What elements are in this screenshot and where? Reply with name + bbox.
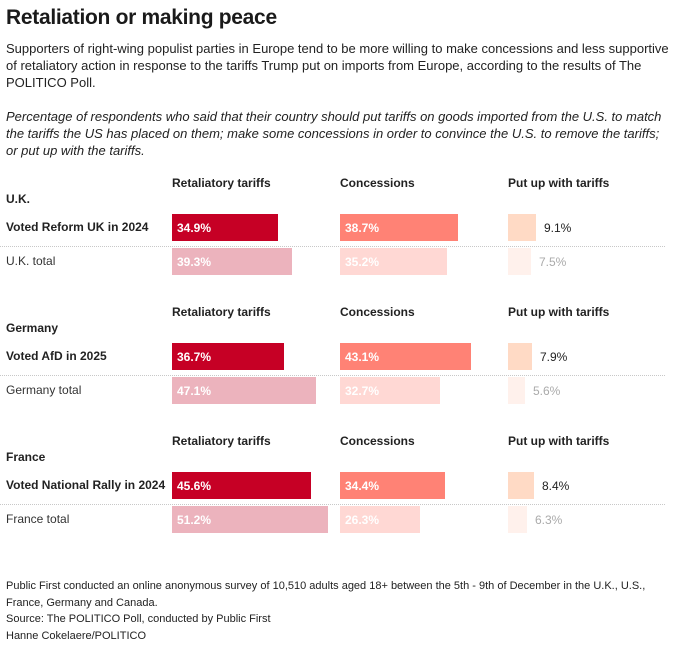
bar-put-up-with-tariffs bbox=[508, 472, 534, 499]
bar-value-label: 47.1% bbox=[177, 384, 212, 398]
bar-put-up-with-tariffs bbox=[508, 343, 532, 370]
bar-concessions bbox=[340, 377, 440, 404]
bar-value-label: 7.5% bbox=[539, 255, 567, 269]
row-party-voters: Voted Reform UK in 2024 34.9% 38.7% 9.1% bbox=[0, 212, 665, 244]
bar-value-label: 5.6% bbox=[533, 384, 561, 398]
bar-concessions bbox=[340, 343, 471, 370]
country-label: Germany bbox=[6, 321, 59, 335]
column-header-concessions: Concessions bbox=[340, 434, 415, 448]
group-u-k: Retaliatory tariffs Concessions Put up wit… bbox=[0, 176, 673, 286]
bar-value-label: 45.6% bbox=[177, 479, 212, 493]
bar-value-label: 32.7% bbox=[345, 384, 380, 398]
chart-note: Percentage of respondents who said that … bbox=[6, 109, 662, 158]
bar-value-label: 43.1% bbox=[345, 350, 380, 364]
chart-subtitle: Supporters of right-wing populist partie… bbox=[6, 41, 669, 90]
bar-put-up-with-tariffs bbox=[508, 377, 525, 404]
column-header-put-up-with-tariffs: Put up with tariffs bbox=[508, 434, 610, 448]
bar-concessions bbox=[340, 472, 445, 499]
bar-retaliatory-tariffs bbox=[172, 343, 284, 370]
country-label: U.K. bbox=[6, 192, 30, 206]
bar-put-up-with-tariffs bbox=[508, 506, 527, 533]
bar-value-label: 8.4% bbox=[542, 479, 570, 493]
bar-value-label: 6.3% bbox=[535, 513, 563, 527]
bar-put-up-with-tariffs bbox=[508, 214, 536, 241]
bar-concessions bbox=[340, 506, 420, 533]
bar-value-label: 34.4% bbox=[345, 479, 380, 493]
column-header-retaliatory-tariffs: Retaliatory tariffs bbox=[172, 434, 271, 448]
bar-value-label: 35.2% bbox=[345, 255, 380, 269]
row-divider bbox=[0, 504, 665, 505]
bar-value-label: 38.7% bbox=[345, 221, 380, 235]
bar-value-label: 51.2% bbox=[177, 513, 212, 527]
bar-value-label: 39.3% bbox=[177, 255, 212, 269]
bar-concessions bbox=[340, 214, 458, 241]
row-divider bbox=[0, 246, 665, 247]
bar-put-up-with-tariffs bbox=[508, 248, 531, 275]
row-country-total: Germany total 47.1% 32.7% 5.6% bbox=[0, 375, 665, 407]
row-country-total: France total 51.2% 26.3% 6.3% bbox=[0, 504, 665, 536]
row-divider bbox=[0, 375, 665, 376]
row-label: Germany total bbox=[6, 383, 82, 397]
country-label: France bbox=[6, 450, 46, 464]
bar-value-label: 7.9% bbox=[540, 350, 568, 364]
row-label: Voted National Rally in 2024 bbox=[6, 478, 166, 492]
row-label: U.K. total bbox=[6, 254, 56, 268]
column-header-put-up-with-tariffs: Put up with tariffs bbox=[508, 305, 610, 319]
source-note: Source: The POLITICO Poll, conducted by … bbox=[6, 613, 271, 625]
column-header-concessions: Concessions bbox=[340, 176, 415, 190]
column-header-retaliatory-tariffs: Retaliatory tariffs bbox=[172, 176, 271, 190]
bar-retaliatory-tariffs bbox=[172, 506, 328, 533]
bar-value-label: 34.9% bbox=[177, 221, 212, 235]
bar-value-label: 36.7% bbox=[177, 350, 212, 364]
column-header-concessions: Concessions bbox=[340, 305, 415, 319]
row-label: France total bbox=[6, 512, 70, 526]
bar-retaliatory-tariffs bbox=[172, 248, 292, 275]
group-france: Retaliatory tariffs Concessions Put up wit… bbox=[0, 434, 673, 544]
bar-retaliatory-tariffs bbox=[172, 377, 316, 404]
chart-footer: Public First conducted an online anonymo… bbox=[6, 578, 671, 644]
group-germany: Retaliatory tariffs Concessions Put up wit… bbox=[0, 305, 673, 415]
chart-title: Retaliation or making peace bbox=[6, 6, 277, 29]
row-country-total: U.K. total 39.3% 35.2% 7.5% bbox=[0, 246, 665, 278]
column-header-put-up-with-tariffs: Put up with tariffs bbox=[508, 176, 610, 190]
bar-retaliatory-tariffs bbox=[172, 472, 311, 499]
methodology-note: Public First conducted an online anonymo… bbox=[6, 580, 646, 609]
bar-value-label: 26.3% bbox=[345, 513, 380, 527]
row-party-voters: Voted National Rally in 2024 45.6% 34.4% 8.… bbox=[0, 470, 665, 502]
bar-retaliatory-tariffs bbox=[172, 214, 278, 241]
bar-concessions bbox=[340, 248, 447, 275]
row-label: Voted AfD in 2025 bbox=[6, 349, 107, 363]
column-header-retaliatory-tariffs: Retaliatory tariffs bbox=[172, 305, 271, 319]
row-party-voters: Voted AfD in 2025 36.7% 43.1% 7.9% bbox=[0, 341, 665, 373]
row-label: Voted Reform UK in 2024 bbox=[6, 220, 149, 234]
bar-value-label: 9.1% bbox=[544, 221, 572, 235]
credit-note: Hanne Cokelaere/POLITICO bbox=[6, 629, 147, 642]
